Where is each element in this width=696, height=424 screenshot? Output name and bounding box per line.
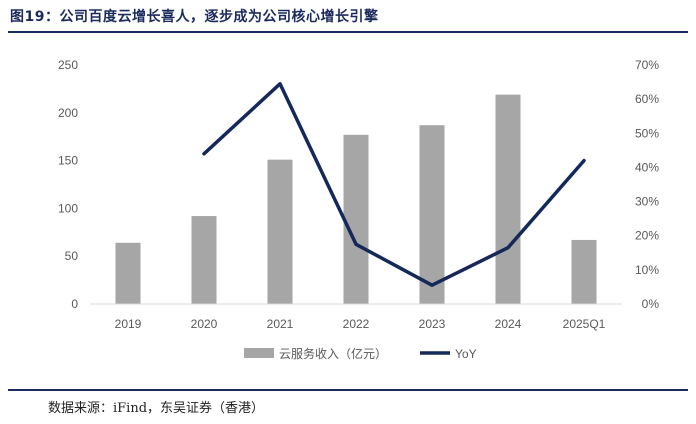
yoy-line [202, 82, 586, 287]
x-tick-label: 2021 [267, 317, 294, 331]
legend-bar-label: 云服务收入（亿元） [279, 346, 387, 361]
bar-series [115, 94, 597, 304]
legend-bar-swatch [244, 348, 274, 358]
right-tick-label: 40% [635, 160, 659, 174]
bar-2022 [343, 134, 369, 304]
x-tick-label: 2023 [419, 317, 446, 331]
x-tick-label: 2024 [495, 317, 522, 331]
bar-2023 [419, 125, 445, 304]
left-tick-label: 100 [58, 201, 78, 215]
bar-2021 [267, 159, 293, 304]
bottom-rule [8, 389, 688, 391]
legend-line-label: YoY [455, 347, 477, 361]
bar-2025Q1 [571, 239, 597, 304]
source-note: 数据来源：iFind，东吴证券（香港） [48, 401, 265, 416]
right-tick-label: 60% [635, 92, 659, 106]
left-tick-label: 0 [71, 297, 78, 311]
right-tick-label: 20% [635, 229, 659, 243]
x-tick-label: 2022 [343, 317, 370, 331]
left-tick-label: 50 [65, 249, 79, 263]
bar-2024 [495, 94, 521, 304]
right-tick-label: 0% [642, 297, 660, 311]
x-tick-label: 2019 [115, 317, 142, 331]
right-tick-label: 70% [635, 58, 659, 72]
left-tick-label: 200 [58, 106, 78, 120]
right-tick-label: 10% [635, 263, 659, 277]
bar-2019 [115, 242, 141, 304]
x-tick-label: 2020 [191, 317, 218, 331]
right-tick-label: 30% [635, 195, 659, 209]
left-tick-label: 150 [58, 154, 78, 168]
top-rule [8, 31, 688, 33]
x-tick-label: 2025Q1 [563, 317, 606, 331]
legend: 云服务收入（亿元） YoY [244, 346, 477, 361]
x-axis-ticks: 2019 2020 2021 2022 2023 2024 2025Q1 [115, 317, 606, 331]
bar-2020 [191, 216, 217, 304]
right-axis-ticks: 0% 10% 20% 30% 40% 50% 60% 70% [635, 58, 659, 311]
left-tick-label: 250 [58, 58, 78, 72]
left-axis-ticks: 0 50 100 150 200 250 [58, 58, 78, 311]
right-tick-label: 50% [635, 126, 659, 140]
figure-title: 图19：公司百度云增长喜人，逐步成为公司核心增长引擎 [10, 9, 379, 25]
